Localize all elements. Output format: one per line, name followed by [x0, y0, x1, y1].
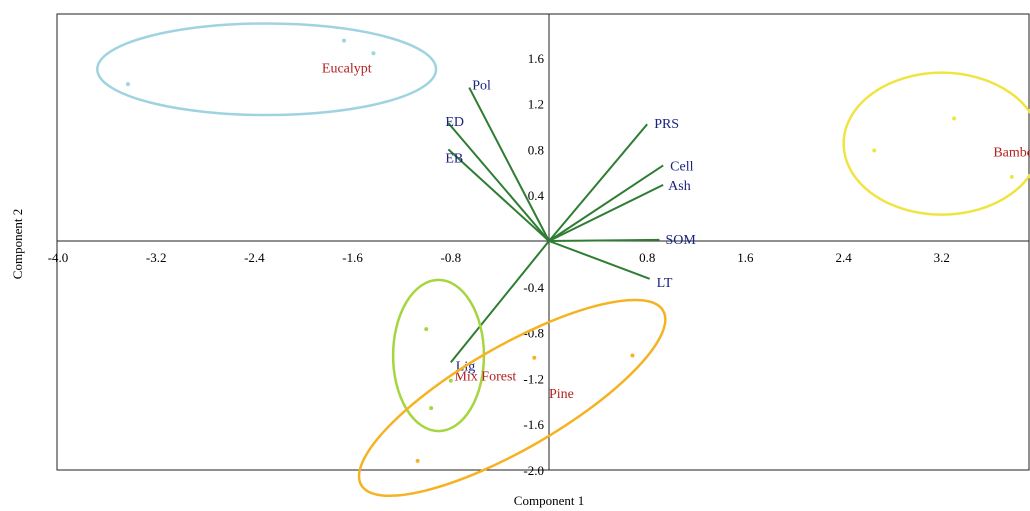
vector-label-cell: Cell — [670, 159, 693, 174]
y-tick-label: 1.2 — [528, 97, 544, 112]
x-tick-label: -1.6 — [342, 250, 363, 265]
ellipse-bamboo — [842, 71, 1030, 216]
vector-label-lt: LT — [657, 276, 673, 291]
vector-lig — [450, 240, 550, 363]
vector-prs — [548, 123, 648, 242]
y-tick-label: -1.2 — [523, 371, 544, 386]
y-tick-label: -0.4 — [523, 280, 544, 295]
x-tick-label: -3.2 — [146, 250, 167, 265]
vector-label-ash: Ash — [668, 179, 691, 194]
vector-lt — [548, 240, 651, 280]
vector-cell — [548, 164, 664, 242]
x-tick-label: 1.6 — [737, 250, 754, 265]
point-eucalypt — [125, 82, 130, 87]
vector-label-pol: Pol — [472, 79, 491, 94]
group-label-bamboo: Bamboo — [993, 145, 1030, 160]
x-tick-label: -0.8 — [441, 250, 462, 265]
x-tick-label: 0.8 — [639, 250, 655, 265]
plot-frame — [56, 13, 1030, 471]
point-bamboo — [1009, 174, 1014, 179]
vector-label-prs: PRS — [654, 117, 679, 132]
vector-ed — [447, 122, 550, 242]
vector-som — [548, 238, 660, 242]
x-tick-label: 2.4 — [835, 250, 852, 265]
y-tick-label: 1.6 — [528, 51, 545, 66]
group-label-pine: Pine — [549, 387, 574, 402]
point-mix-forest — [429, 406, 434, 411]
point-pine — [415, 458, 420, 463]
y-tick-label: 0.8 — [528, 142, 544, 157]
x-tick-label: -2.4 — [244, 250, 265, 265]
vector-ash — [548, 183, 664, 242]
point-mix-forest — [424, 327, 429, 332]
vector-label-eb: EB — [445, 151, 463, 166]
point-bamboo — [952, 116, 957, 121]
vector-label-ed: ED — [445, 115, 464, 130]
group-label-mix-forest: Mix Forest — [454, 370, 516, 385]
group-label-eucalypt: Eucalypt — [322, 62, 372, 77]
vector-eb — [447, 148, 550, 242]
vector-label-som: SOM — [665, 233, 696, 248]
point-eucalypt — [371, 51, 376, 56]
ellipse-pine — [357, 298, 667, 498]
y-tick-label: 0.4 — [528, 188, 545, 203]
vector-pol — [468, 87, 550, 242]
x-tick-label: 3.2 — [934, 250, 950, 265]
y-tick-label: -2.0 — [523, 463, 544, 478]
point-eucalypt — [342, 38, 347, 43]
x-tick-label: -4.0 — [48, 250, 69, 265]
ellipse-eucalypt — [96, 22, 438, 117]
point-pine — [532, 355, 537, 360]
y-tick-label: -0.8 — [523, 326, 544, 341]
x-axis-title: Component 1 — [514, 493, 584, 508]
y-tick-label: -1.6 — [523, 417, 544, 432]
point-pine — [630, 353, 635, 358]
y-axis-title: Component 2 — [10, 209, 25, 279]
point-mix-forest — [448, 378, 453, 383]
point-bamboo — [872, 148, 877, 153]
